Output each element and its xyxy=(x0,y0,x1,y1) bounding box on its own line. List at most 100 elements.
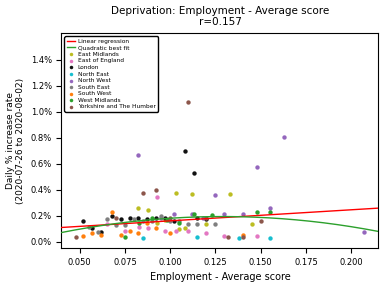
East Midlands xyxy=(146,207,152,212)
South West xyxy=(152,226,159,230)
Yorkshire and The Humber xyxy=(152,188,159,193)
South West xyxy=(89,231,95,236)
North West xyxy=(222,211,228,216)
East Midlands xyxy=(176,227,182,232)
London xyxy=(118,217,124,221)
South East xyxy=(185,222,191,226)
East of England xyxy=(146,226,152,230)
London xyxy=(190,171,197,176)
East Midlands xyxy=(248,222,255,226)
North West xyxy=(134,153,141,158)
West Midlands xyxy=(267,210,273,215)
South West xyxy=(134,231,141,236)
Quadratic best fit xyxy=(249,215,253,219)
North East xyxy=(194,235,200,239)
Yorkshire and The Humber xyxy=(140,191,146,195)
West Midlands xyxy=(209,213,215,217)
Quadratic best fit xyxy=(248,215,252,219)
South West xyxy=(127,228,133,233)
South East xyxy=(194,222,200,226)
North West xyxy=(171,211,177,216)
North West xyxy=(361,230,367,234)
London xyxy=(182,149,188,154)
West Midlands xyxy=(136,221,142,225)
London xyxy=(109,214,115,219)
North West xyxy=(267,206,273,211)
West Midlands xyxy=(164,218,170,223)
East Midlands xyxy=(203,222,209,226)
Quadratic best fit xyxy=(220,215,225,218)
North East xyxy=(140,236,146,241)
North West xyxy=(281,134,287,139)
Yorkshire and The Humber xyxy=(185,99,191,104)
East Midlands xyxy=(189,192,195,196)
South East xyxy=(176,219,182,224)
East of England xyxy=(203,231,209,236)
London xyxy=(152,215,159,220)
Yorkshire and The Humber xyxy=(203,215,209,220)
North West xyxy=(200,215,206,220)
East of England xyxy=(185,228,191,233)
South West xyxy=(80,234,86,238)
North East xyxy=(267,236,273,241)
West Midlands xyxy=(176,221,182,225)
London xyxy=(194,215,200,220)
London xyxy=(162,215,168,220)
East Midlands xyxy=(154,221,161,225)
South West xyxy=(240,232,246,237)
Yorkshire and The Humber xyxy=(240,235,246,239)
North West xyxy=(240,211,246,216)
East Midlands xyxy=(162,218,168,223)
South East xyxy=(113,223,119,228)
Yorkshire and The Humber xyxy=(113,215,119,220)
North East xyxy=(236,236,242,241)
East Midlands xyxy=(172,191,179,195)
South East xyxy=(86,224,92,229)
East of England xyxy=(154,194,161,199)
West Midlands xyxy=(122,235,128,239)
Quadratic best fit xyxy=(376,230,381,233)
South West xyxy=(109,210,115,215)
South West xyxy=(73,51,79,56)
Quadratic best fit xyxy=(348,225,352,228)
X-axis label: Employment - Average score: Employment - Average score xyxy=(150,272,290,283)
Yorkshire and The Humber xyxy=(258,219,264,224)
South East xyxy=(212,222,218,226)
South East xyxy=(104,217,110,221)
Quadratic best fit xyxy=(328,222,332,225)
Y-axis label: Daily % increase rate
(2020-07-26 to 2020-08-02): Daily % increase rate (2020-07-26 to 202… xyxy=(5,78,25,204)
West Midlands xyxy=(254,210,260,215)
Line: Quadratic best fit: Quadratic best fit xyxy=(61,217,379,232)
West Midlands xyxy=(149,215,155,220)
Title: Deprivation: Employment - Average score
r=0.157: Deprivation: Employment - Average score … xyxy=(111,5,329,27)
South East xyxy=(131,217,137,221)
South West xyxy=(118,232,124,237)
North West xyxy=(189,211,195,216)
London xyxy=(98,230,104,234)
East of England xyxy=(254,234,260,238)
South East xyxy=(167,219,173,224)
Yorkshire and The Humber xyxy=(225,235,231,239)
Quadratic best fit xyxy=(254,215,259,219)
London xyxy=(144,217,150,221)
London xyxy=(127,215,133,220)
East of England xyxy=(172,228,179,233)
West Midlands xyxy=(190,211,197,216)
East of England xyxy=(222,234,228,238)
Legend: Linear regression, Quadratic best fit, East Midlands, East of England, London, N: Linear regression, Quadratic best fit, E… xyxy=(65,36,158,111)
South West xyxy=(144,221,150,225)
Yorkshire and The Humber xyxy=(73,235,79,239)
Quadratic best fit xyxy=(60,231,65,234)
East of England xyxy=(162,228,168,233)
London xyxy=(203,217,209,221)
East Midlands xyxy=(134,206,141,211)
North West xyxy=(254,164,260,169)
London xyxy=(171,219,177,224)
East Midlands xyxy=(227,192,233,196)
South East xyxy=(122,223,128,228)
North West xyxy=(158,215,164,220)
East of England xyxy=(122,228,128,233)
East Midlands xyxy=(182,226,188,230)
South East xyxy=(158,214,164,219)
London xyxy=(80,219,86,224)
